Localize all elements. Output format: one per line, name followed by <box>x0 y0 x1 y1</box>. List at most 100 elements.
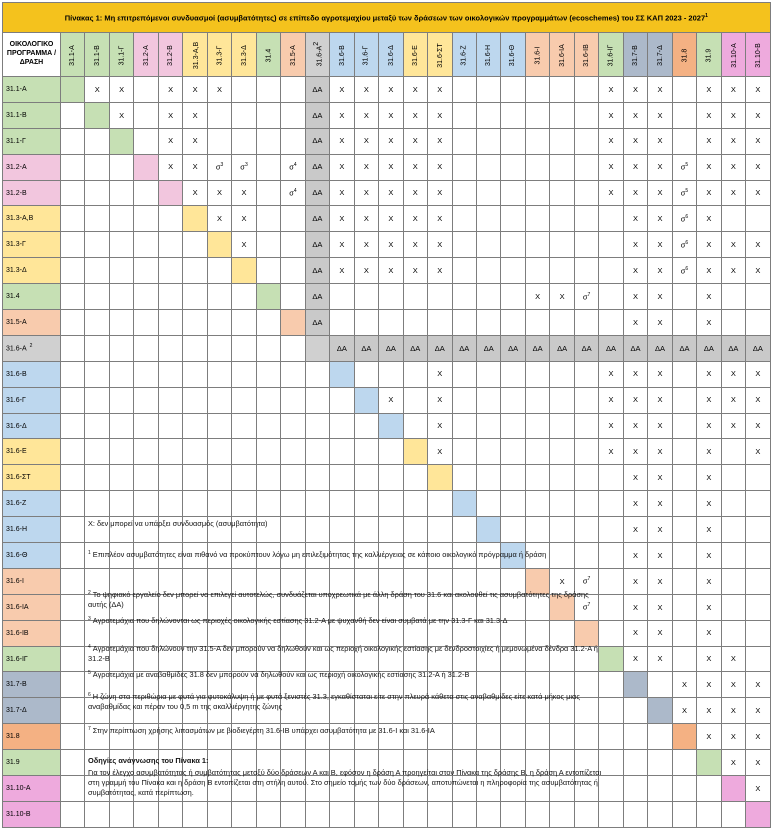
table-cell <box>329 775 355 802</box>
footnote-text: Αγροτεμάχια που δηλώνονται ως περιοχές ο… <box>92 616 508 626</box>
x-mark: X <box>755 783 761 793</box>
table-cell <box>451 386 477 414</box>
column-header: 31.1-Β <box>84 32 110 77</box>
table-cell: ΔΑ <box>451 334 477 362</box>
table-cell <box>206 257 233 285</box>
table-cell <box>108 490 135 518</box>
table-cell <box>500 412 526 440</box>
table-cell <box>475 775 502 802</box>
column-header: 31.4 <box>255 32 282 77</box>
da-mark: ΔΑ <box>630 343 641 353</box>
table-cell <box>573 412 600 440</box>
table-cell: X <box>720 360 747 388</box>
table-cell: X <box>647 438 673 466</box>
x-mark: X <box>657 498 663 508</box>
x-mark: X <box>412 84 418 94</box>
table-cell: X <box>622 464 649 492</box>
table-cell <box>549 127 575 155</box>
x-mark: X <box>755 731 761 741</box>
table-cell <box>304 412 331 440</box>
table-cell <box>647 749 673 777</box>
x-mark: X <box>363 240 369 250</box>
diagonal-cell <box>696 749 722 777</box>
table-cell: X <box>329 76 355 103</box>
table-cell: ΔΑ <box>304 101 331 129</box>
table-cell <box>475 153 502 181</box>
table-cell <box>59 645 86 673</box>
sigma-mark: σ <box>240 162 245 172</box>
row-header: 31.6-Ι <box>2 567 61 595</box>
column-header-label: 31.10-Β <box>754 42 762 68</box>
diagonal-cell <box>524 567 551 595</box>
table-cell <box>622 775 649 802</box>
table-cell: ΔΑ <box>304 153 331 181</box>
table-cell: X <box>622 386 649 414</box>
table-cell <box>524 101 551 129</box>
diagonal-cell <box>622 671 649 699</box>
x-mark: X <box>730 421 736 431</box>
table-cell: X <box>745 231 771 259</box>
x-mark: X <box>657 654 663 664</box>
row-header-label: 31.6-Θ <box>6 551 28 559</box>
da-mark: ΔΑ <box>312 214 323 224</box>
table-cell <box>402 412 429 440</box>
diagonal-cell <box>157 179 184 207</box>
da-mark: ΔΑ <box>312 84 323 94</box>
column-header: 31.6-Β <box>329 32 355 77</box>
table-cell: X <box>671 697 698 725</box>
table-cell <box>231 619 257 647</box>
table-cell: ΔΑ <box>304 205 331 233</box>
table-cell: X <box>598 412 624 440</box>
table-cell <box>402 490 429 518</box>
table-cell: X <box>353 76 380 103</box>
table-cell: X <box>622 231 649 259</box>
column-header: 31.6-ΣΤ <box>427 32 453 77</box>
column-header: 31.6-Δ <box>378 32 404 77</box>
table-cell <box>353 360 380 388</box>
x-mark: X <box>633 317 639 327</box>
table-cell: X <box>402 127 429 155</box>
table-cell <box>157 645 184 673</box>
table-cell: X <box>402 76 429 103</box>
table-cell <box>206 542 233 569</box>
table-cell: X <box>622 619 649 647</box>
table-cell: X <box>745 775 771 802</box>
table-cell: X <box>329 205 355 233</box>
table-cell <box>182 438 208 466</box>
x-mark: X <box>363 84 369 94</box>
table-cell: X <box>720 101 747 129</box>
table-cell <box>255 412 282 440</box>
x-mark: X <box>388 188 394 198</box>
table-cell <box>255 800 282 828</box>
table-cell: X <box>696 567 722 595</box>
x-mark: X <box>608 110 614 120</box>
diagonal-cell <box>671 723 698 751</box>
row-header-label: 31.3-Δ <box>6 267 27 275</box>
table-cell <box>427 671 453 699</box>
da-mark: ΔΑ <box>679 343 690 353</box>
sigma-note-number: 3 <box>244 162 248 169</box>
table-cell <box>329 516 355 544</box>
table-cell: X <box>720 723 747 751</box>
table-cell: ΔΑ <box>304 127 331 155</box>
x-mark: X <box>755 680 761 690</box>
table-cell <box>647 723 673 751</box>
table-cell <box>255 76 282 103</box>
row-header-label: 31.10-Α <box>6 784 31 792</box>
x-mark: X <box>633 498 639 508</box>
x-mark: X <box>363 110 369 120</box>
table-cell <box>745 205 771 233</box>
column-header: 31.8 <box>671 32 698 77</box>
table-cell <box>353 438 380 466</box>
table-cell <box>598 231 624 259</box>
table-cell: X <box>622 153 649 181</box>
x-mark: X <box>241 188 247 198</box>
table-cell <box>427 723 453 751</box>
x-mark: X <box>412 240 418 250</box>
sigma-note-number: 5 <box>685 188 689 194</box>
table-cell: X <box>108 101 135 129</box>
x-mark: X <box>363 265 369 275</box>
x-mark: X <box>608 188 614 198</box>
table-cell <box>231 490 257 518</box>
